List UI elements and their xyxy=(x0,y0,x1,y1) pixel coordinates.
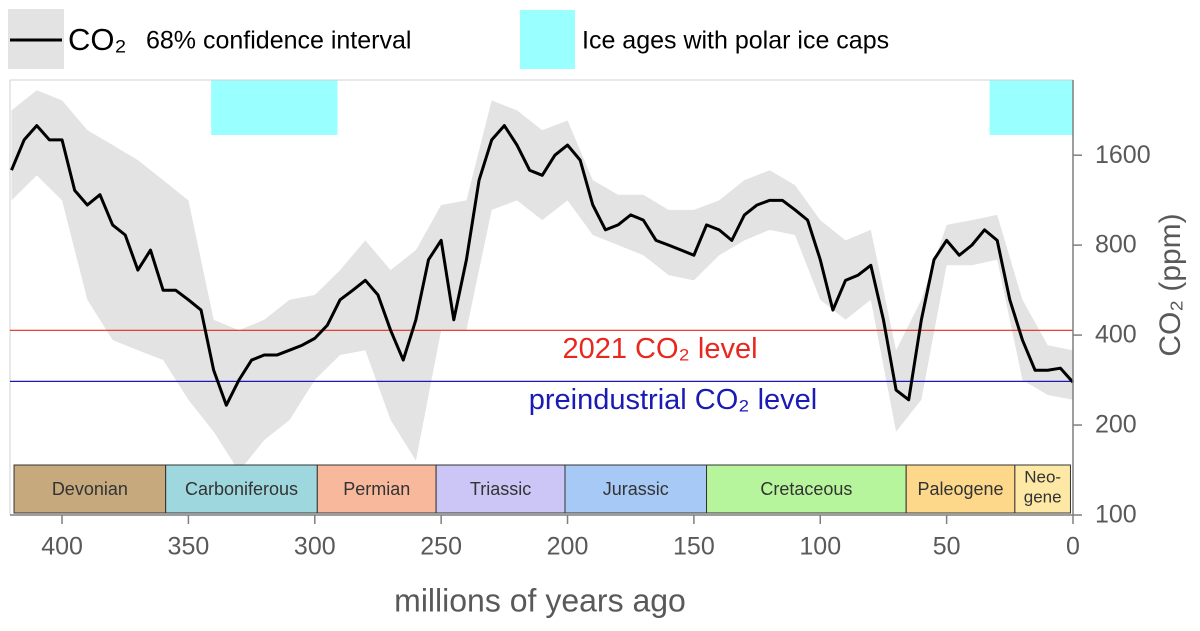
x-tick-label: 300 xyxy=(294,533,336,561)
x-tick-label: 150 xyxy=(673,533,715,561)
x-tick-label: 400 xyxy=(41,533,83,561)
period-label: Devonian xyxy=(52,479,128,499)
period-box xyxy=(13,464,167,514)
x-axis-title: millions of years ago xyxy=(394,582,686,618)
reference-label: 2021 CO₂ level xyxy=(562,333,757,365)
period-box xyxy=(165,464,318,514)
legend-band-label: 68% confidence interval xyxy=(146,27,411,55)
y-tick-label: 400 xyxy=(1095,321,1137,349)
period-label: Paleogene xyxy=(917,479,1003,499)
period-label: gene xyxy=(1024,487,1062,506)
y-axis-title: CO₂ (ppm) xyxy=(1154,213,1187,356)
x-tick-label: 200 xyxy=(547,533,589,561)
ice-age xyxy=(989,80,1073,135)
y-tick-label: 800 xyxy=(1095,231,1137,259)
period-label: Cretaceous xyxy=(760,479,852,499)
y-tick-label: 100 xyxy=(1095,501,1137,529)
period-box xyxy=(1014,464,1071,514)
x-tick-label: 100 xyxy=(799,533,841,561)
co2-line xyxy=(10,124,1075,407)
reference-label: preindustrial CO₂ level xyxy=(529,384,818,416)
x-tick-label: 250 xyxy=(420,533,462,561)
plot-area: 2021 CO₂ level preindustrial CO₂ level Dev… xyxy=(9,79,1151,561)
period-box xyxy=(564,464,708,514)
confidence-band xyxy=(11,90,1073,472)
x-tick-label: 50 xyxy=(933,533,961,561)
period-label: Permian xyxy=(343,479,410,499)
legend-ice-label: Ice ages with polar ice caps xyxy=(582,27,889,55)
period-label: Neo- xyxy=(1024,467,1061,486)
y-tick-label: 200 xyxy=(1095,411,1137,439)
ice-age xyxy=(211,80,338,135)
x-tick-label: 350 xyxy=(168,533,210,561)
y-tick-label: 1600 xyxy=(1095,141,1151,169)
x-tick-label: 0 xyxy=(1066,533,1080,561)
legend-line-label: CO₂ xyxy=(68,22,127,57)
period-label: Carboniferous xyxy=(185,479,298,499)
period-label: Jurassic xyxy=(603,479,669,499)
period-label: Triassic xyxy=(470,479,531,499)
legend-ice-swatch xyxy=(520,10,575,69)
